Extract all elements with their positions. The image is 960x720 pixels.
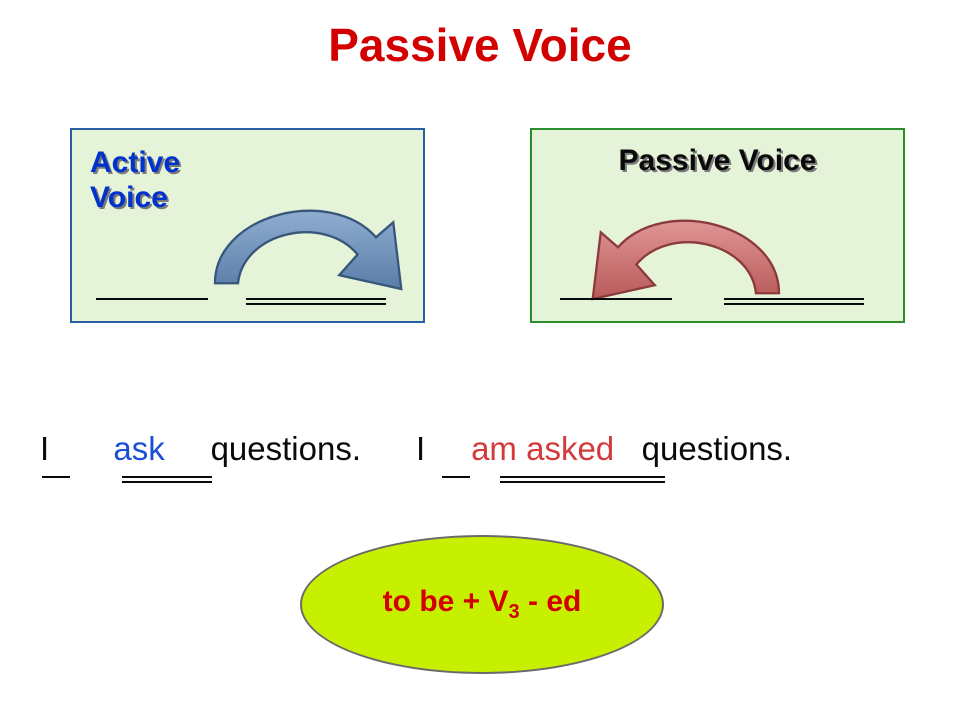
- passive-voice-panel: Passive Voice: [530, 128, 905, 323]
- s1-verb-underline: [122, 476, 212, 483]
- active-voice-panel: Active Voice: [70, 128, 425, 323]
- formula-part2: - ed: [520, 585, 582, 618]
- s2-verb-underline: [500, 476, 665, 483]
- s1-subject: I: [40, 430, 49, 467]
- s1-verb: ask: [113, 430, 164, 467]
- active-placeholder-verb: [246, 298, 386, 305]
- active-voice-label-line2: Voice: [90, 181, 180, 216]
- arrow-right-icon: [192, 174, 422, 312]
- s2-verb: am asked: [471, 430, 614, 467]
- passive-placeholder-verb: [724, 298, 864, 305]
- s2-subject: I: [416, 430, 425, 467]
- s2-subject-underline: [442, 476, 470, 478]
- s1-subject-underline: [42, 476, 70, 478]
- s2-object: questions.: [642, 430, 792, 467]
- page-title: Passive Voice: [0, 18, 960, 72]
- active-voice-label: Active Voice: [90, 146, 180, 215]
- active-voice-label-line1: Active: [90, 146, 180, 181]
- s1-object: questions.: [211, 430, 361, 467]
- formula-subscript: 3: [509, 601, 520, 623]
- formula-text: to be + V3 - ed: [383, 585, 582, 624]
- active-placeholder-subject: [96, 298, 208, 300]
- passive-placeholder-subject: [560, 298, 672, 300]
- formula-ellipse: to be + V3 - ed: [300, 535, 664, 674]
- example-sentences: I ask questions. I am asked questions.: [40, 430, 940, 468]
- passive-voice-label: Passive Voice: [619, 144, 817, 178]
- formula-part1: to be + V: [383, 585, 509, 618]
